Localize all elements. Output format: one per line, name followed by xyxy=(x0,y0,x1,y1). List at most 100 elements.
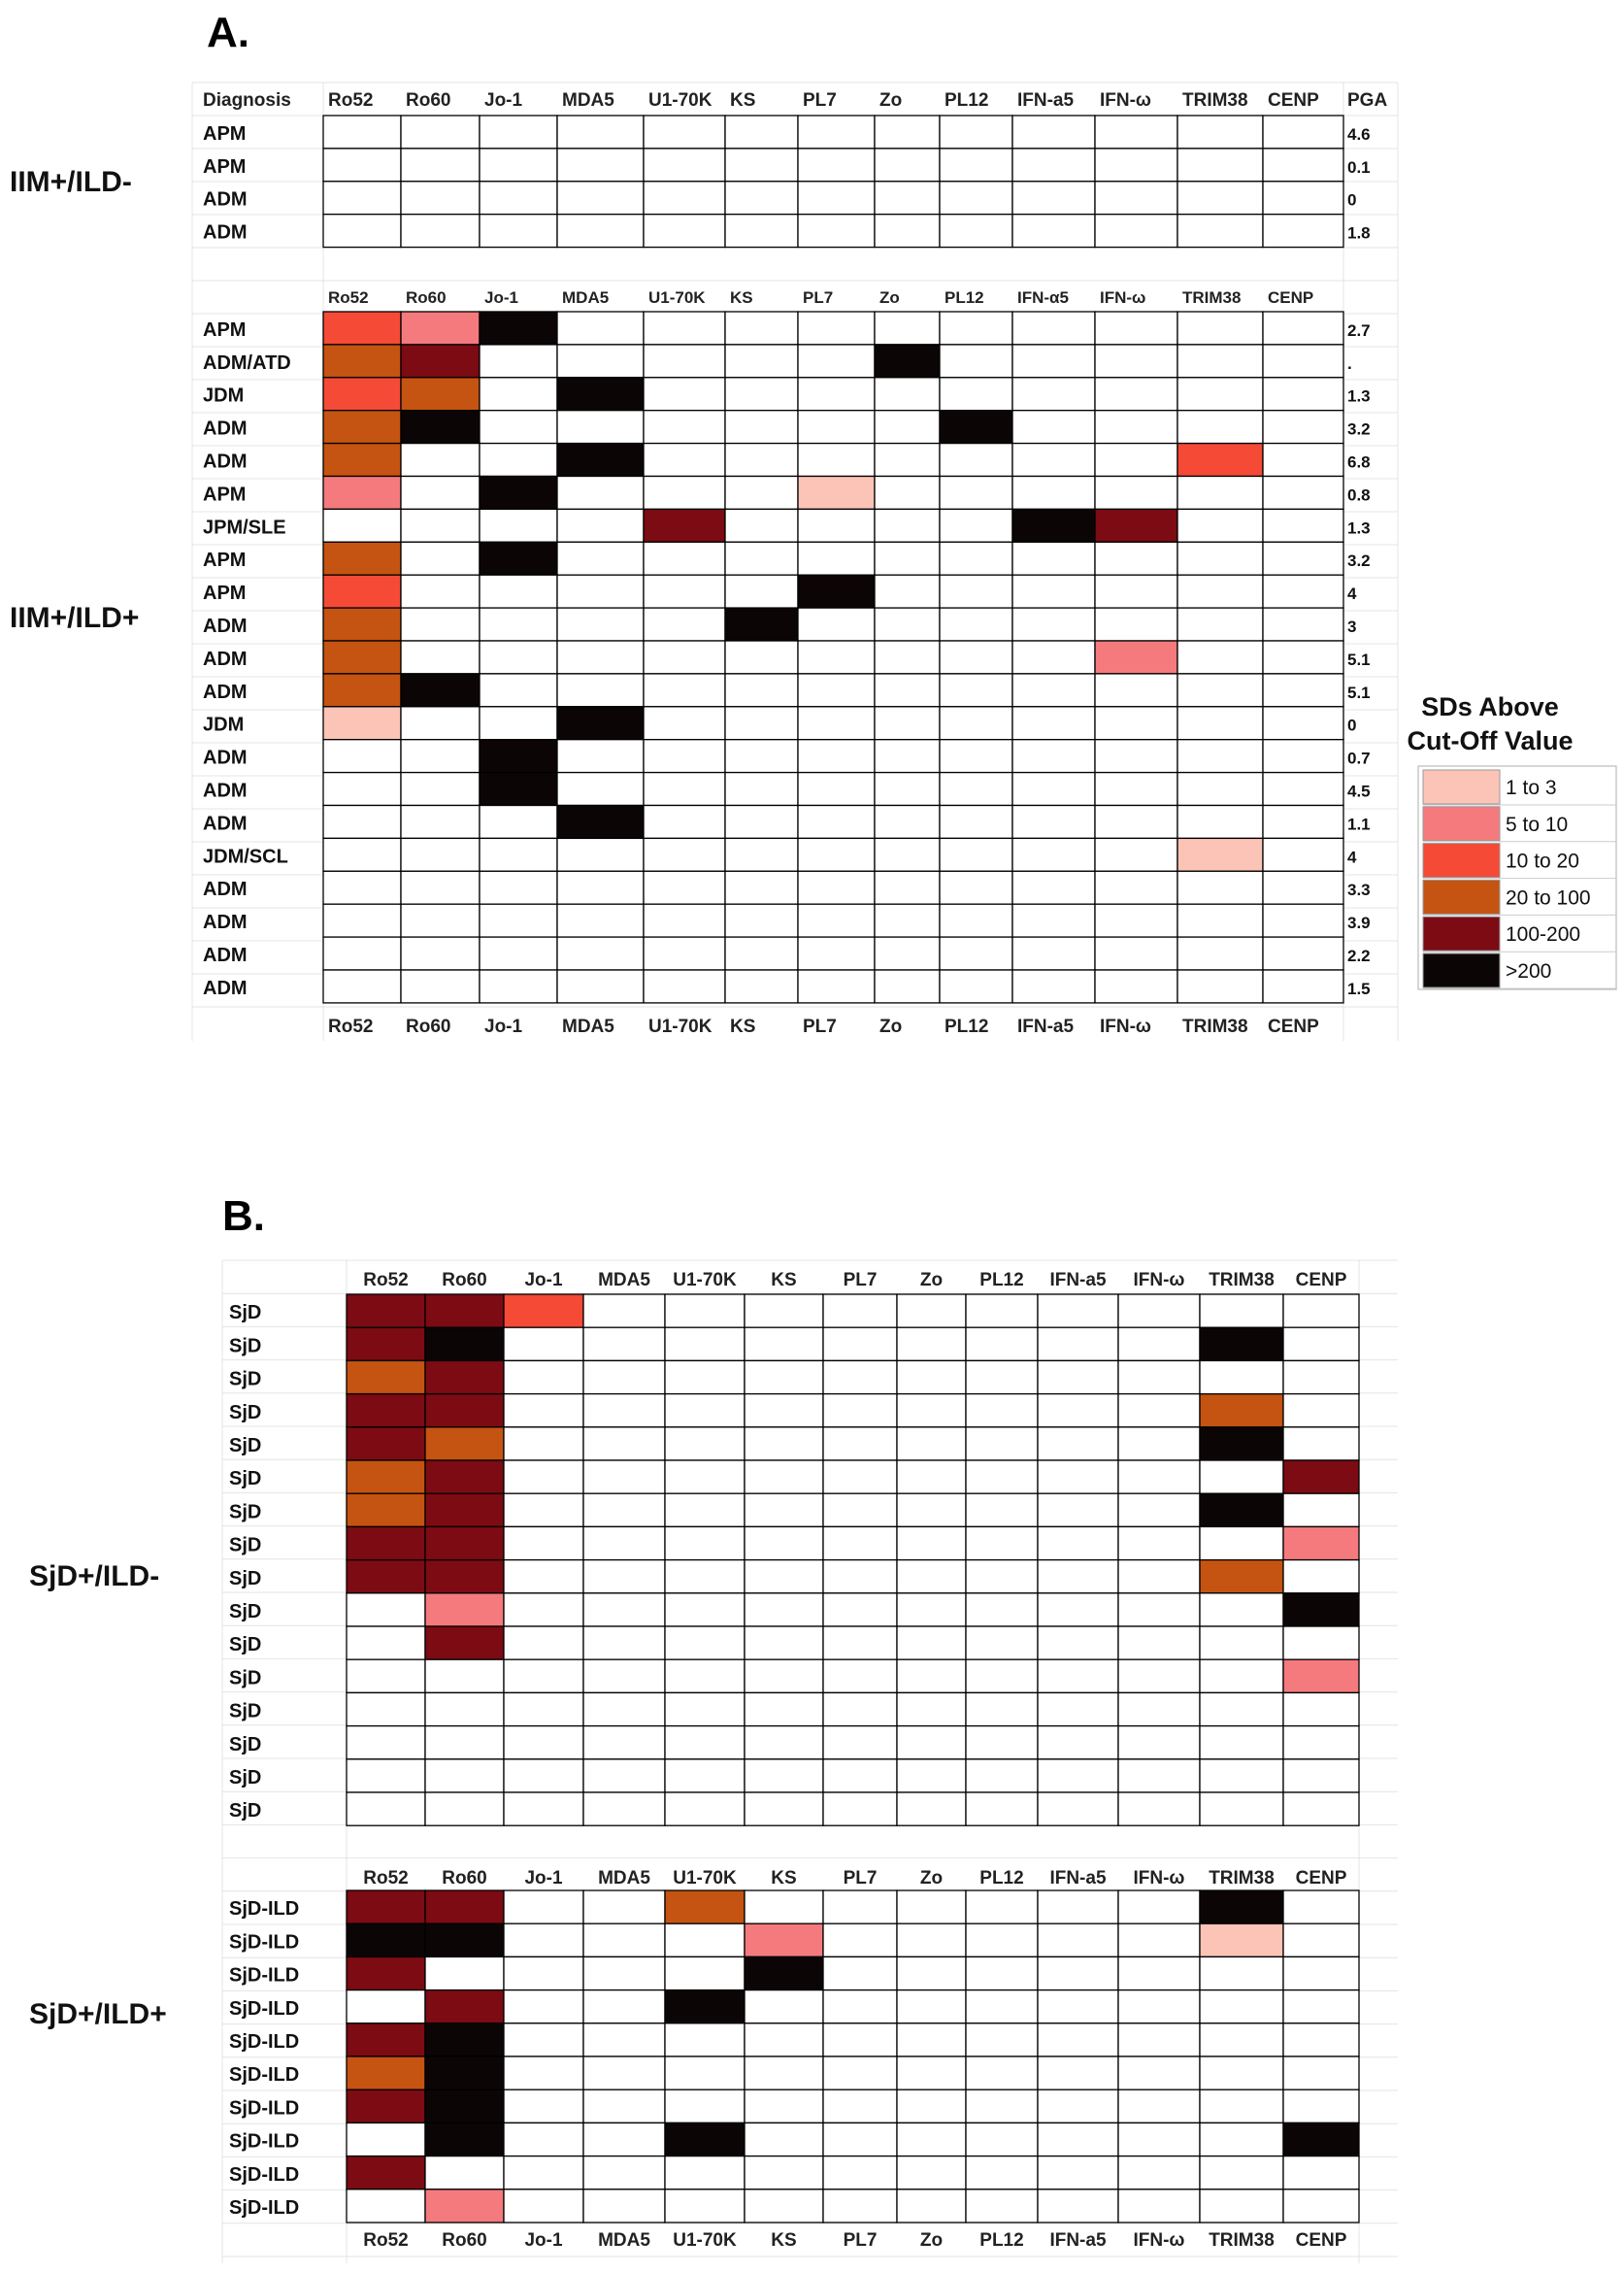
heatmap-cell xyxy=(556,508,645,543)
heatmap-cell xyxy=(965,2022,1039,2057)
heatmap-cell xyxy=(664,1658,746,1694)
heatmap-cell xyxy=(1199,1426,1284,1461)
heatmap-cell xyxy=(664,1392,746,1428)
column-header: Zo xyxy=(879,288,900,307)
heatmap-cell xyxy=(874,574,941,609)
heatmap-cell xyxy=(965,1392,1039,1428)
row-label: ADM xyxy=(203,616,248,637)
heatmap-cell xyxy=(1199,1691,1284,1727)
heatmap-cell xyxy=(744,1359,824,1395)
heatmap-cell xyxy=(724,903,799,938)
heatmap-cell xyxy=(322,475,402,511)
heatmap-cell xyxy=(503,1492,584,1528)
pga-value: 2.2 xyxy=(1347,947,1371,965)
heatmap-cell xyxy=(797,936,876,971)
row-label: ADM xyxy=(203,682,248,703)
group-label: IIM+/ILD+ xyxy=(10,602,139,634)
pga-value: 5.1 xyxy=(1347,651,1371,669)
heatmap-cell xyxy=(1177,936,1264,971)
heatmap-cell xyxy=(1282,1459,1360,1494)
heatmap-cell xyxy=(1177,837,1264,872)
heatmap-cell xyxy=(1011,115,1096,150)
heatmap-cell xyxy=(322,344,402,379)
group-label: SjD+/ILD- xyxy=(29,1560,159,1592)
heatmap-cell xyxy=(896,1724,967,1760)
heatmap-cell xyxy=(874,903,941,938)
heatmap-cell xyxy=(939,311,1013,346)
column-header: PL7 xyxy=(803,1017,837,1037)
heatmap-cell xyxy=(874,181,941,216)
heatmap-cell xyxy=(896,1392,967,1428)
heatmap-cell xyxy=(1037,2056,1119,2090)
heatmap-cell xyxy=(724,508,799,543)
legend-label: 5 to 10 xyxy=(1506,814,1568,836)
heatmap-cell xyxy=(424,1922,505,1958)
heatmap-cell xyxy=(1037,1691,1119,1727)
heatmap-cell xyxy=(1117,1326,1201,1362)
heatmap-cell xyxy=(1117,1691,1201,1727)
row-label: APM xyxy=(203,123,246,145)
heatmap-cell xyxy=(939,148,1013,183)
heatmap-cell xyxy=(744,1955,824,1991)
heatmap-cell xyxy=(896,1989,967,2024)
heatmap-cell xyxy=(1011,410,1096,445)
row-label: ADM xyxy=(203,813,248,834)
heatmap-cell xyxy=(556,903,645,938)
row-label: SjD xyxy=(229,1335,261,1356)
row-label: SjD xyxy=(229,1468,261,1489)
column-header: Ro60 xyxy=(442,1270,486,1290)
heatmap-cell xyxy=(744,1592,824,1627)
column-header: PL12 xyxy=(979,2230,1023,2251)
heatmap-cell xyxy=(874,837,941,872)
heatmap-cell xyxy=(939,115,1013,150)
heatmap-cell xyxy=(965,1625,1039,1660)
heatmap-cell xyxy=(582,1691,666,1727)
heatmap-cell xyxy=(503,1658,584,1694)
legend-swatch xyxy=(1422,769,1501,805)
heatmap-cell xyxy=(744,2089,824,2124)
heatmap-cell xyxy=(479,969,558,1004)
heatmap-cell xyxy=(503,1525,584,1561)
pga-value: 4.6 xyxy=(1347,125,1371,144)
heatmap-cell xyxy=(1037,2022,1119,2057)
heatmap-cell xyxy=(479,804,558,840)
heatmap-cell xyxy=(822,1326,898,1362)
heatmap-cell xyxy=(1011,344,1096,379)
heatmap-cell xyxy=(822,2155,898,2190)
heatmap-cell xyxy=(424,1459,505,1494)
heatmap-cell xyxy=(664,1922,746,1958)
heatmap-cell xyxy=(1282,2089,1360,2124)
heatmap-cell xyxy=(1117,1459,1201,1494)
legend-label: 1 to 3 xyxy=(1506,777,1557,799)
heatmap-cell xyxy=(1262,607,1344,642)
column-header: U1-70K xyxy=(648,90,713,111)
column-header: CENP xyxy=(1296,2230,1347,2251)
heatmap-cell xyxy=(939,706,1013,741)
heatmap-cell xyxy=(822,2056,898,2090)
heatmap-cell xyxy=(1262,936,1344,971)
heatmap-cell xyxy=(1177,344,1264,379)
heatmap-cell xyxy=(724,541,799,576)
legend-swatch xyxy=(1422,953,1501,988)
heatmap-cell xyxy=(1177,475,1264,511)
heatmap-cell xyxy=(896,1426,967,1461)
heatmap-cell xyxy=(424,1359,505,1395)
row-label: ADM xyxy=(203,912,248,933)
heatmap-cell xyxy=(896,2056,967,2090)
heatmap-cell xyxy=(424,1492,505,1528)
heatmap-cell xyxy=(797,410,876,445)
heatmap-cell xyxy=(965,2122,1039,2157)
heatmap-cell xyxy=(874,804,941,840)
heatmap-cell xyxy=(965,1359,1039,1395)
heatmap-cell xyxy=(503,1426,584,1461)
heatmap-cell xyxy=(1037,1293,1119,1328)
column-header: PL12 xyxy=(979,1270,1023,1290)
row-label: SjD xyxy=(229,1601,261,1622)
heatmap-cell xyxy=(1117,1592,1201,1627)
heatmap-cell xyxy=(1094,442,1178,478)
heatmap-cell xyxy=(874,377,941,412)
heatmap-cell xyxy=(1177,804,1264,840)
heatmap-cell xyxy=(1262,181,1344,216)
panel-a-group-1: APM 2.7 ADM/ATD . JDM 1.3 ADM 3.2 ADM 6.8 APM 0.8 JP… xyxy=(10,311,1371,1004)
heatmap-cell xyxy=(643,607,726,642)
